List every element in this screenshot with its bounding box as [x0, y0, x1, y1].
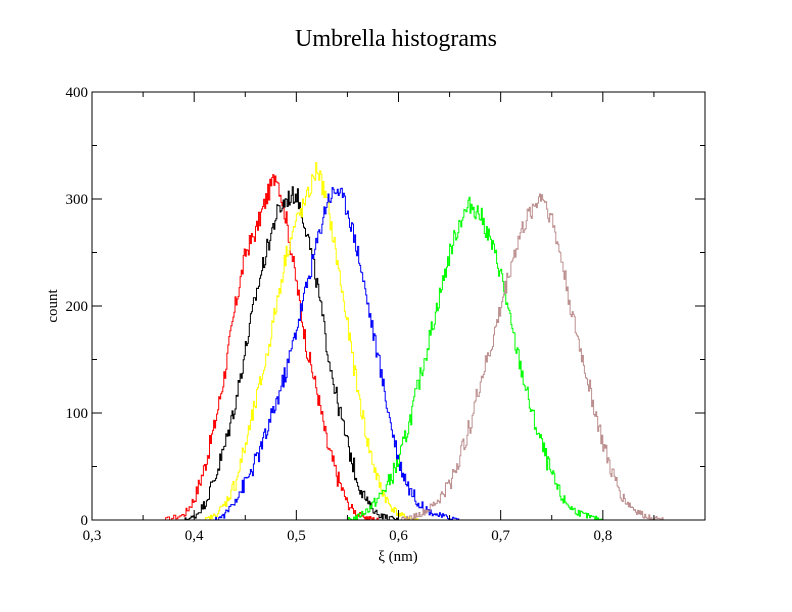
x-tick-label: 0,7 — [491, 528, 510, 544]
x-axis-label: ξ (nm) — [378, 549, 418, 565]
x-axis: 0,3 0,4 0,5 0,6 0,7 0,8 — [83, 92, 655, 544]
y-axis-label: count — [45, 289, 61, 323]
series-line-5 — [347, 196, 603, 521]
y-axis: 0 100 200 300 400 — [66, 85, 705, 529]
series-layer — [163, 162, 665, 521]
x-tick-label: 0,5 — [287, 528, 306, 544]
y-tick-label: 300 — [66, 192, 89, 208]
series-line-3 — [204, 162, 419, 521]
x-tick-label: 0,6 — [389, 528, 408, 544]
y-tick-label: 200 — [66, 299, 89, 315]
x-tick-label: 0,4 — [185, 528, 204, 544]
series-line-6 — [398, 193, 665, 521]
chart-title: Umbrella histograms — [295, 26, 497, 52]
y-tick-label: 400 — [66, 85, 89, 101]
series-line-1 — [163, 174, 379, 521]
x-tick-label: 0,3 — [83, 528, 102, 544]
series-line-4 — [214, 187, 460, 521]
x-tick-label: 0,8 — [593, 528, 612, 544]
series-line-2 — [184, 186, 399, 521]
y-tick-label: 100 — [66, 406, 89, 422]
y-tick-label: 0 — [81, 513, 89, 529]
